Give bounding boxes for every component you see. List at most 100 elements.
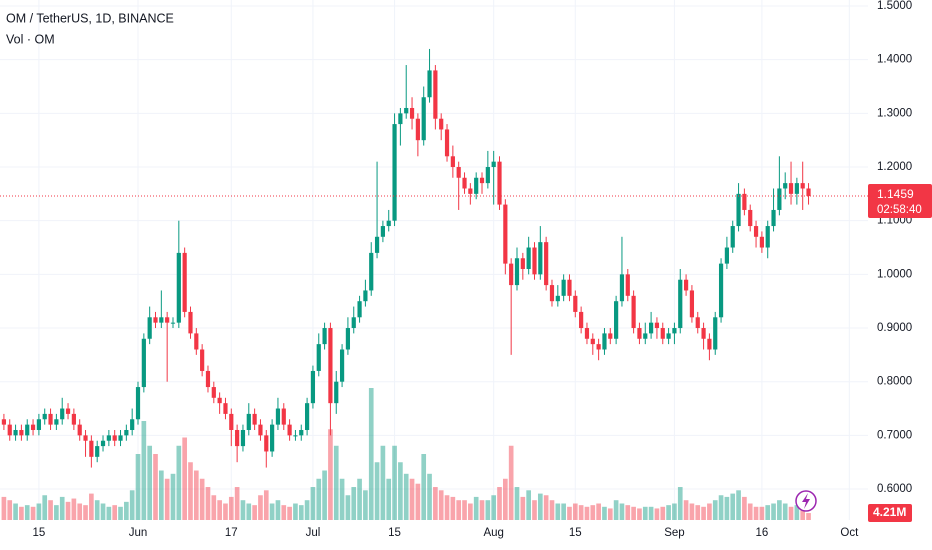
volume-bar bbox=[619, 503, 625, 520]
candle-body bbox=[118, 435, 123, 441]
candle-body bbox=[718, 263, 724, 318]
candle-body bbox=[159, 317, 164, 323]
countdown: 02:58:40 bbox=[877, 204, 922, 216]
volume-bar bbox=[176, 445, 182, 520]
candle-body bbox=[83, 435, 88, 441]
candle-body bbox=[672, 328, 677, 334]
candle-body bbox=[660, 328, 665, 339]
candle-body bbox=[19, 429, 24, 436]
candle-body bbox=[141, 338, 146, 388]
candle-body bbox=[275, 408, 281, 425]
candle-body bbox=[30, 424, 36, 430]
candle-body bbox=[608, 333, 613, 339]
volume-bar bbox=[398, 462, 403, 520]
volume-bar bbox=[765, 505, 771, 520]
volume-bar bbox=[228, 496, 234, 520]
candle-body bbox=[503, 204, 508, 264]
volume-bar bbox=[747, 503, 753, 520]
volume-bar bbox=[374, 462, 380, 520]
volume-bar bbox=[65, 501, 71, 520]
volume-bar bbox=[287, 506, 292, 520]
volume-bar bbox=[753, 506, 759, 520]
candle-body bbox=[771, 209, 776, 227]
volume-bar bbox=[695, 505, 701, 520]
volume-bar bbox=[707, 503, 712, 520]
volume-bar bbox=[54, 505, 59, 520]
candle-body bbox=[398, 113, 403, 125]
candle-body bbox=[165, 317, 170, 323]
volume-bar bbox=[572, 503, 578, 520]
candle-body bbox=[299, 429, 304, 436]
candle-body bbox=[223, 403, 228, 414]
candle-body bbox=[357, 301, 362, 318]
x-tick-label: Sep bbox=[664, 527, 684, 539]
volume-bar bbox=[316, 478, 322, 520]
volume-bar bbox=[567, 506, 572, 520]
candle-body bbox=[13, 429, 18, 436]
volume-bar bbox=[118, 506, 123, 520]
candle-body bbox=[649, 322, 654, 334]
candle-body bbox=[112, 435, 117, 441]
price-badge bbox=[868, 184, 932, 219]
volume-bar bbox=[1, 496, 7, 520]
volume-bar bbox=[415, 483, 421, 520]
volume-bar bbox=[625, 505, 631, 520]
x-tick-label: Jun bbox=[129, 527, 148, 539]
candle-body bbox=[777, 188, 782, 210]
candle-body bbox=[433, 70, 438, 119]
candle-body bbox=[748, 209, 753, 227]
candle-body bbox=[765, 226, 770, 248]
volume-bar bbox=[537, 493, 543, 520]
volume-bar bbox=[13, 503, 18, 520]
candle-body bbox=[596, 344, 601, 350]
candle-body bbox=[229, 413, 234, 430]
volume-bar bbox=[293, 503, 298, 520]
volume-bar bbox=[328, 429, 333, 520]
volume-bar bbox=[508, 445, 514, 520]
candle-body bbox=[100, 440, 106, 447]
candle-body bbox=[328, 328, 333, 404]
volume-bar bbox=[555, 503, 561, 520]
candle-body bbox=[281, 408, 286, 425]
candle-body bbox=[479, 177, 485, 184]
candle-body bbox=[36, 419, 41, 430]
volume-bar bbox=[479, 500, 485, 520]
volume-bar bbox=[683, 500, 689, 520]
volume-bar bbox=[7, 500, 13, 520]
volume-bar bbox=[607, 508, 613, 520]
bolt-icon[interactable] bbox=[795, 490, 817, 512]
candle-body bbox=[701, 328, 706, 339]
candle-body bbox=[25, 424, 30, 436]
volume-bar bbox=[182, 437, 187, 520]
candle-body bbox=[252, 413, 257, 425]
candle-body bbox=[188, 311, 193, 334]
volume-bar bbox=[596, 503, 601, 520]
candle-body bbox=[176, 252, 181, 323]
volume-bar bbox=[368, 388, 374, 520]
candle-body bbox=[474, 177, 479, 194]
volume-legend: Vol · OM bbox=[6, 32, 55, 46]
candle-body bbox=[579, 311, 584, 329]
candle-body bbox=[491, 161, 496, 168]
volume-bar bbox=[106, 506, 112, 520]
candle-body bbox=[520, 258, 525, 269]
volume-bar bbox=[246, 503, 252, 520]
candle-body bbox=[456, 167, 461, 178]
candle-body bbox=[573, 295, 578, 312]
candle-body bbox=[450, 156, 455, 168]
candle-body bbox=[124, 429, 129, 436]
candle-body bbox=[170, 322, 176, 324]
candle-body bbox=[270, 424, 275, 452]
volume-bar bbox=[462, 500, 467, 520]
volume-bar bbox=[806, 513, 811, 520]
y-tick-label: 0.8000 bbox=[877, 376, 912, 388]
candle-body bbox=[561, 279, 566, 296]
volume-bar bbox=[613, 500, 619, 520]
volume-bar bbox=[94, 500, 100, 520]
volume-bar bbox=[217, 500, 222, 520]
volume-bar bbox=[188, 462, 193, 520]
y-tick-label: 0.9000 bbox=[877, 322, 912, 334]
candle-body bbox=[485, 167, 490, 184]
volume-bar bbox=[275, 500, 281, 520]
